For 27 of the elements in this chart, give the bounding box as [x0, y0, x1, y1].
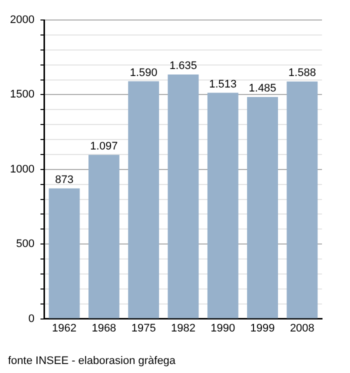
data-label: 1.588: [288, 67, 316, 80]
source-note: fonte INSEE - elaborasion gràfega: [8, 355, 176, 367]
data-label: 1.590: [130, 66, 158, 79]
bar: [207, 92, 238, 318]
x-tick-label: 1975: [131, 322, 156, 334]
x-tick-label: 1982: [170, 322, 196, 334]
y-tick-label: 0: [28, 312, 34, 325]
y-tick-label: 2000: [10, 14, 34, 26]
data-label: 1.097: [90, 140, 118, 152]
x-tick-label: 1968: [92, 322, 116, 334]
bar: [48, 188, 80, 318]
y-tick-label: 500: [16, 238, 34, 250]
bar: [247, 96, 278, 318]
x-tick-label: 1999: [250, 322, 275, 334]
x-tick-label: 1990: [210, 322, 236, 334]
data-label: 1.635: [169, 60, 197, 72]
data-label: 1.485: [248, 82, 276, 94]
y-tick-label: 1000: [10, 163, 34, 176]
y-tick-label: 1500: [10, 88, 34, 101]
data-label: 1.513: [209, 78, 237, 90]
bar: [88, 154, 120, 318]
bar: [128, 81, 160, 318]
data-label: 873: [55, 174, 74, 186]
x-tick-label: 2008: [290, 322, 314, 334]
bar: [286, 82, 318, 318]
x-tick-label: 1962: [52, 322, 77, 334]
bar: [168, 74, 199, 318]
